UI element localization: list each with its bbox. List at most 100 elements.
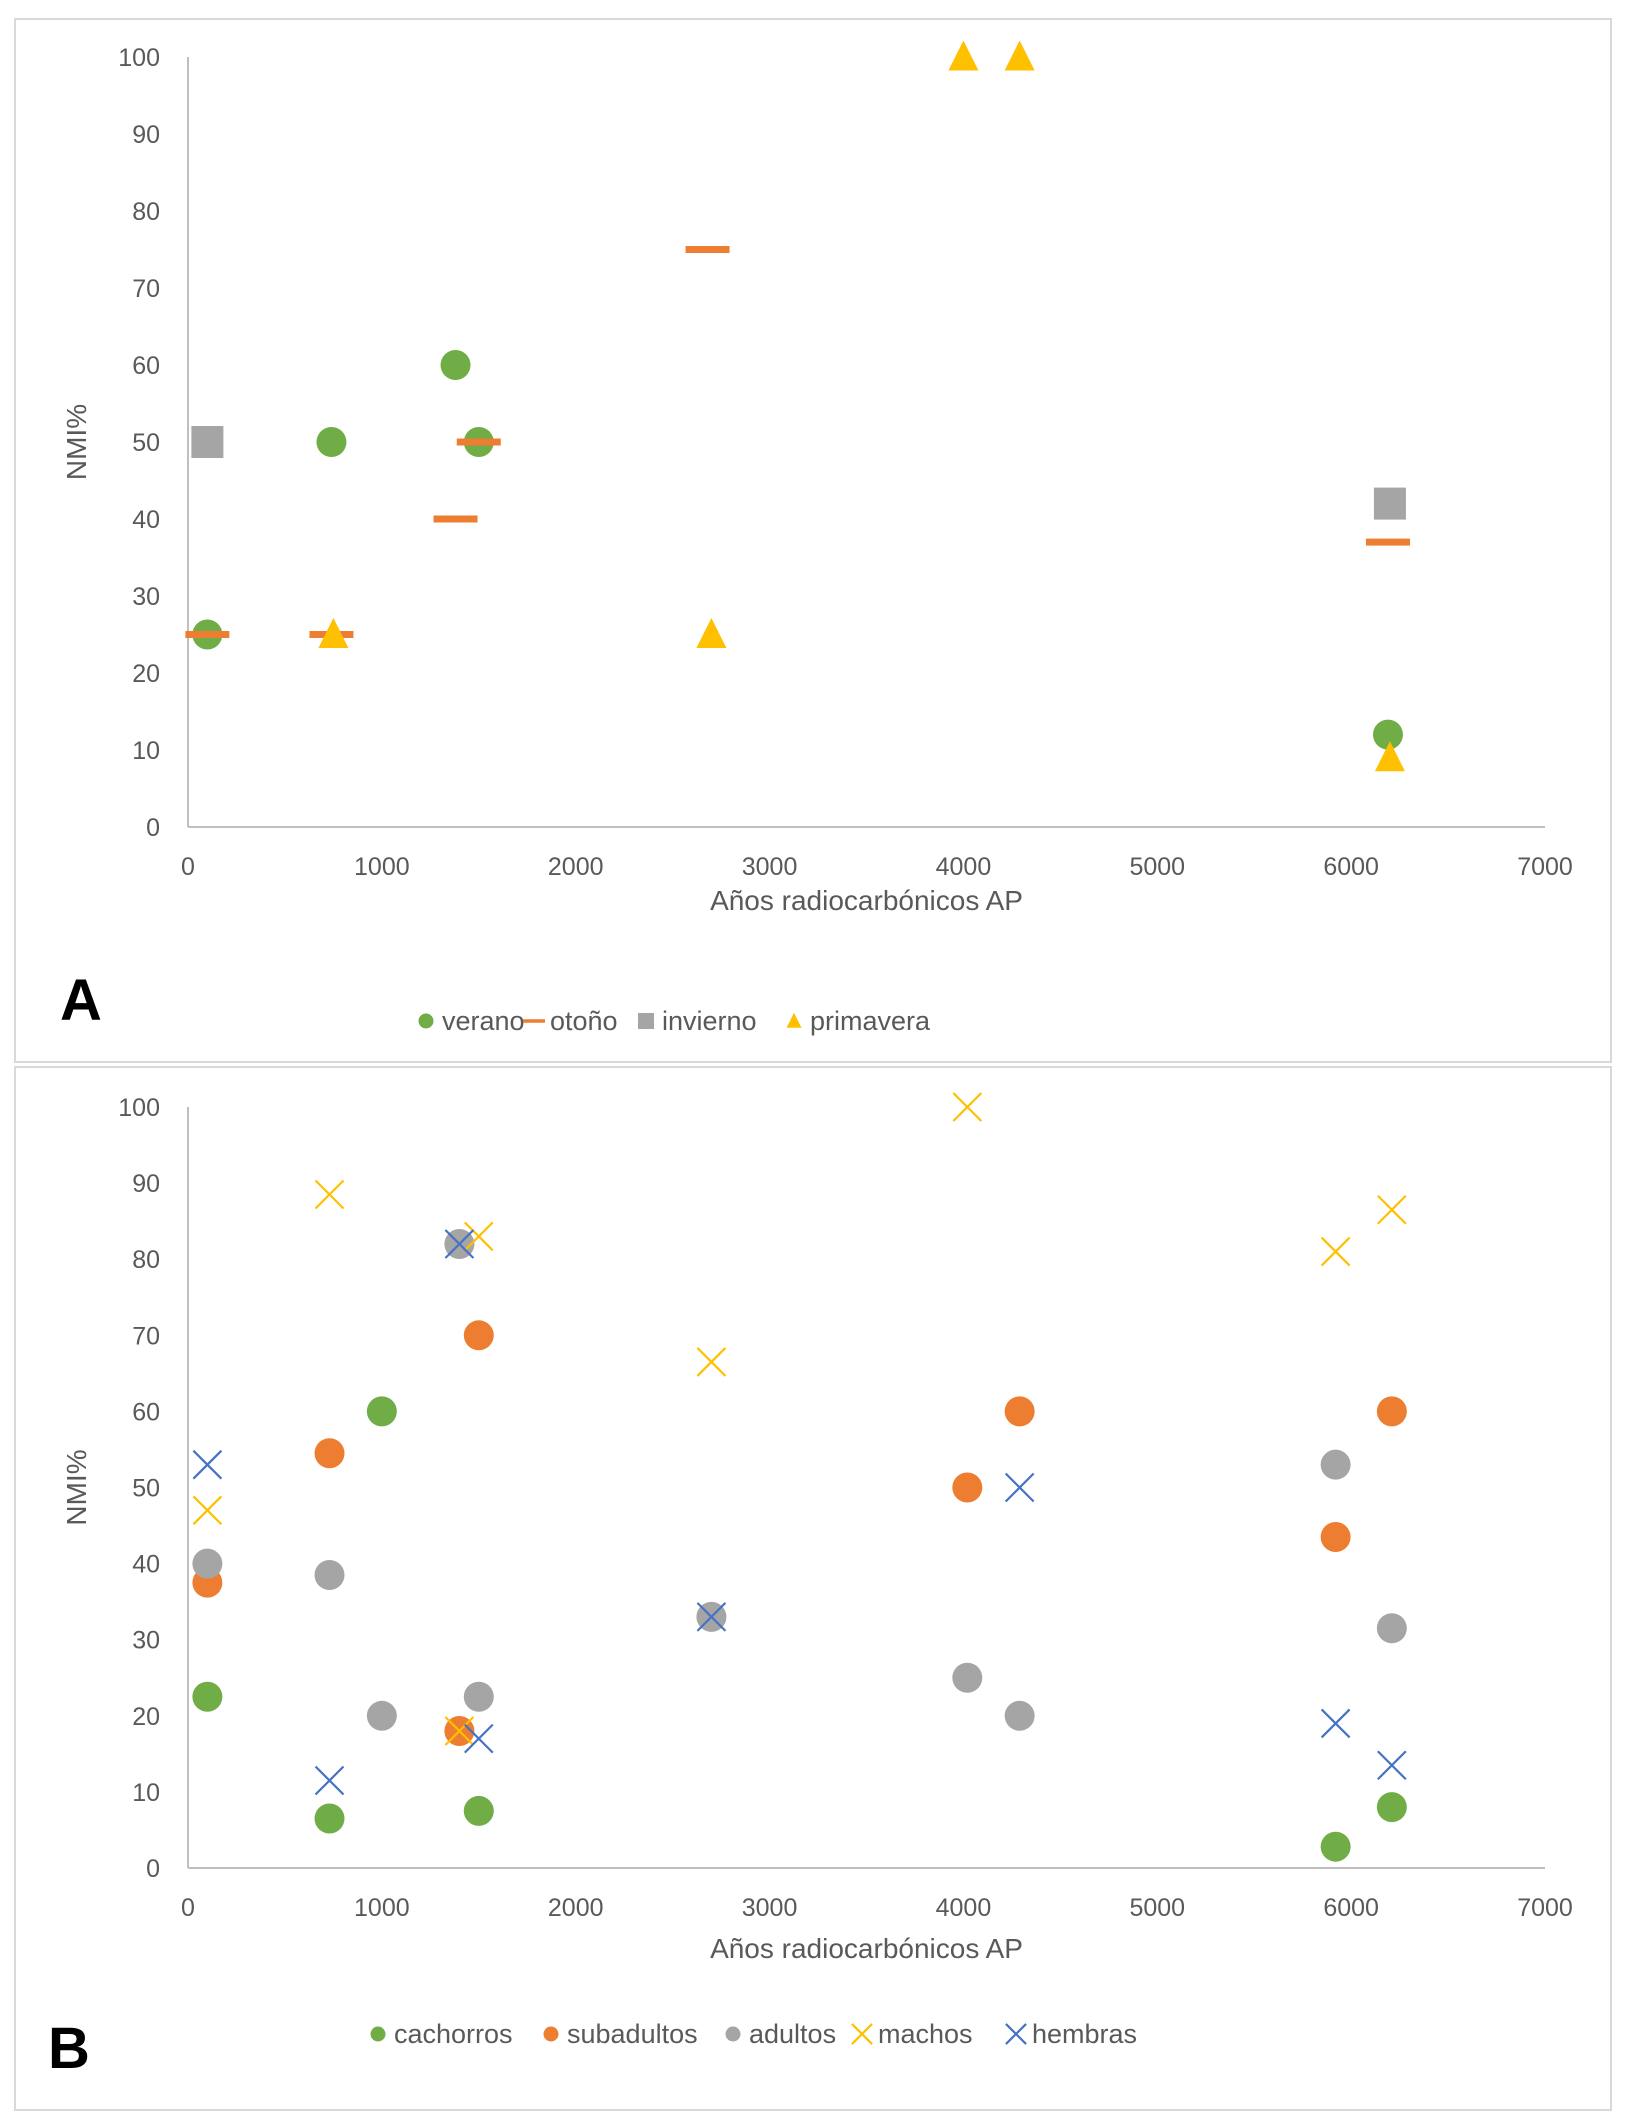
data-point	[1374, 741, 1405, 772]
data-point	[185, 631, 230, 638]
legend: verano otoño invierno primavera	[418, 1006, 931, 1036]
chart-panel-a: 0 10 20 30 40 50 60 70 80 90 100 0 1000 2000 3000 4000…	[14, 18, 1612, 1063]
y-tick-labels: 0 10 20 30 40 50 60 70 80 90 100	[118, 44, 160, 842]
series-verano	[192, 350, 1403, 750]
data-point	[1320, 1708, 1351, 1739]
legend-item: hembras	[1005, 2019, 1137, 2049]
y-tick-label: 80	[132, 1246, 160, 1274]
x-tick-label: 4000	[936, 853, 992, 881]
legend-label: otoño	[550, 1006, 618, 1036]
data-point	[314, 1438, 345, 1469]
legend-marker	[851, 2023, 873, 2045]
legend-marker	[1005, 2023, 1027, 2045]
data-marks	[185, 40, 1410, 772]
legend-marker	[638, 1013, 654, 1029]
data-point	[314, 1560, 345, 1591]
data-point	[1320, 1236, 1351, 1267]
x-tick-label: 4000	[936, 1894, 992, 1922]
data-point	[314, 1803, 345, 1834]
legend-label: adultos	[749, 2019, 836, 2049]
x-tick-label: 6000	[1323, 1894, 1379, 1922]
legend-label: invierno	[662, 1006, 757, 1036]
data-point	[464, 1221, 494, 1252]
data-point	[1320, 1521, 1351, 1552]
y-tick-label: 70	[132, 1322, 160, 1350]
data-point	[1004, 1396, 1035, 1427]
legend-marker	[523, 1019, 545, 1023]
data-point	[463, 1320, 494, 1351]
data-point	[1377, 1750, 1407, 1781]
x-tick-label: 7000	[1517, 1894, 1573, 1922]
scatter-chart-b: 0 10 20 30 40 50 60 70 80 90 100 0 1000 2000 3000 4000…	[48, 1092, 1573, 2081]
data-point	[1377, 1194, 1407, 1225]
data-point	[366, 1700, 397, 1731]
y-tick-label: 20	[132, 660, 160, 688]
data-point	[444, 1716, 475, 1746]
x-axis-title: Años radiocarbónicos AP	[710, 885, 1023, 916]
y-tick-label: 70	[132, 275, 160, 303]
legend-marker	[418, 1013, 434, 1029]
series-subadultos	[192, 1320, 1407, 1747]
panel-letter: B	[48, 2016, 90, 2081]
series-primavera	[318, 40, 1405, 772]
y-tick-labels: 0 10 20 30 40 50 60 70 80 90 100	[118, 1094, 160, 1883]
x-tick-label: 5000	[1129, 1894, 1185, 1922]
x-tick-label: 1000	[354, 853, 410, 881]
y-tick-label: 10	[132, 737, 160, 765]
x-tick-label: 2000	[548, 853, 604, 881]
data-point	[192, 1681, 223, 1712]
y-axis-title: NMI%	[61, 404, 92, 480]
y-tick-label: 100	[118, 44, 160, 72]
legend-item: machos	[851, 2019, 973, 2049]
data-point	[1376, 1792, 1407, 1823]
data-point	[1004, 1700, 1035, 1731]
legend-item: otoño	[523, 1006, 618, 1036]
x-tick-label: 5000	[1129, 853, 1185, 881]
y-tick-label: 50	[132, 429, 160, 457]
data-point	[952, 1472, 983, 1503]
y-tick-label: 40	[132, 506, 160, 534]
legend-label: cachorros	[394, 2019, 513, 2049]
x-tick-label: 0	[181, 853, 195, 881]
y-tick-label: 10	[132, 1779, 160, 1807]
data-point	[316, 427, 347, 457]
legend-marker	[543, 2026, 559, 2042]
legend-label: primavera	[810, 1006, 931, 1036]
y-tick-label: 60	[132, 1398, 160, 1426]
data-point	[440, 350, 471, 380]
data-point	[318, 618, 349, 648]
data-point	[696, 618, 727, 648]
legend-item: subadultos	[543, 2019, 698, 2049]
x-axis-title: Años radiocarbónicos AP	[710, 1933, 1023, 1964]
legend-label: subadultos	[567, 2019, 698, 2049]
legend-item: invierno	[638, 1006, 757, 1036]
y-tick-label: 50	[132, 1475, 160, 1503]
legend-label: verano	[442, 1006, 525, 1036]
legend-item: adultos	[725, 2019, 836, 2049]
data-point	[191, 426, 224, 458]
legend-marker	[370, 2026, 386, 2042]
data-point	[314, 1765, 345, 1796]
x-tick-labels: 0 1000 2000 3000 4000 5000 6000 7000	[181, 1894, 1573, 1922]
legend-label: hembras	[1032, 2019, 1137, 2049]
data-marks	[192, 1092, 1407, 1862]
data-point	[948, 40, 979, 71]
legend-item: cachorros	[370, 2019, 513, 2049]
data-point	[444, 1229, 475, 1259]
y-tick-label: 30	[132, 583, 160, 611]
x-tick-labels: 0 1000 2000 3000 4000 5000 6000 7000	[181, 853, 1573, 881]
y-tick-label: 100	[118, 1094, 160, 1122]
data-point	[1320, 1449, 1351, 1480]
data-point	[433, 515, 478, 523]
panel-letter: A	[60, 968, 102, 1033]
data-point	[952, 1662, 983, 1693]
chart-panel-b: 0 10 20 30 40 50 60 70 80 90 100 0 1000 2000 3000 4000…	[14, 1066, 1612, 2111]
data-point	[1320, 1831, 1351, 1862]
data-point	[696, 1347, 727, 1377]
series-machos	[192, 1092, 1407, 1746]
data-point	[1376, 1396, 1407, 1427]
axes	[187, 57, 1545, 828]
data-point	[192, 1548, 223, 1579]
data-point	[685, 246, 730, 253]
legend-item: primavera	[786, 1006, 931, 1036]
